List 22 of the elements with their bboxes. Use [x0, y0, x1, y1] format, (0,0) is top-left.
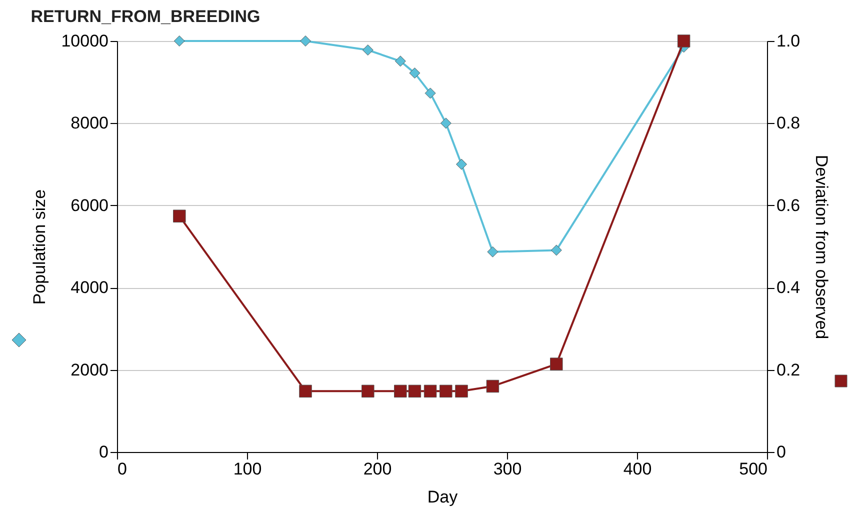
y2-tick-label: 0.8: [776, 114, 800, 133]
y-tick-label: 6000: [70, 196, 108, 215]
y2-tick-label: 0.4: [776, 278, 800, 298]
x-axis-title: Day: [427, 488, 458, 506]
x-tick-label: 200: [363, 460, 392, 478]
chart-title: RETURN_FROM_BREEDING: [30, 7, 260, 26]
y-tick-label: 0: [99, 442, 108, 462]
y2-tick-label: 0.6: [776, 196, 800, 215]
x-tick-label: 400: [623, 460, 652, 478]
x-tick-label: 300: [493, 460, 522, 478]
y2-tick-label: 1.0: [776, 32, 800, 50]
y2-tick-label: 0.2: [776, 360, 800, 380]
y2-axis-title: Deviation from observed: [812, 154, 832, 340]
x-tick-label: 0: [118, 460, 127, 478]
y-axis-title: Population size: [30, 189, 50, 305]
y-tick-label: 10000: [61, 32, 108, 50]
y-tick-label: 8000: [70, 114, 108, 133]
x-tick-label: 500: [739, 460, 768, 478]
x-tick-label: 100: [233, 460, 262, 478]
y-tick-label: 2000: [70, 360, 108, 380]
y2-tick-label: 0: [776, 442, 786, 462]
y-tick-label: 4000: [70, 278, 108, 298]
